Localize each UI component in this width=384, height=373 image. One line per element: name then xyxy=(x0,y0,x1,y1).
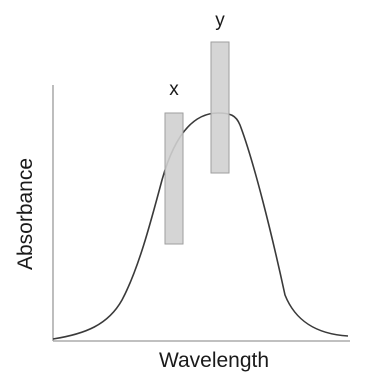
y-axis-label: Absorbance xyxy=(14,158,37,270)
absorbance-curve xyxy=(52,112,349,340)
band-y xyxy=(210,41,230,174)
band-x xyxy=(164,112,184,245)
band-y-label: y xyxy=(215,10,225,31)
band-x-label: x xyxy=(169,79,179,100)
x-axis-label: Wavelength xyxy=(159,349,269,372)
